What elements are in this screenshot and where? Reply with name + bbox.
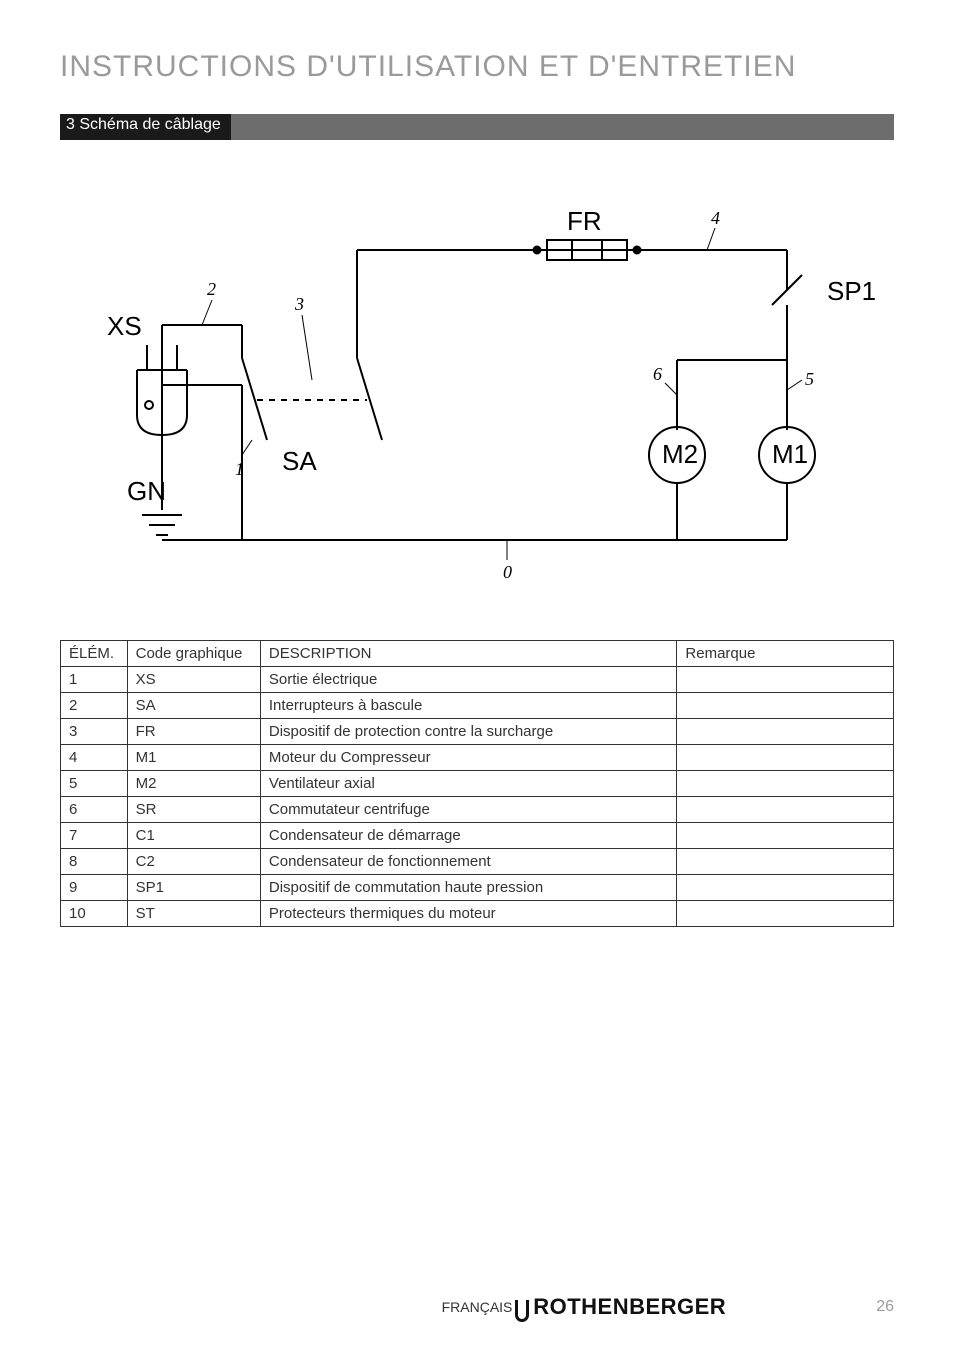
col-header-remark: Remarque xyxy=(677,641,894,667)
cell-elem: 1 xyxy=(61,667,128,693)
diagram-label-sp1: SP1 xyxy=(827,276,876,306)
cell-code: C2 xyxy=(127,849,260,875)
cell-remark xyxy=(677,797,894,823)
table-row: 7C1Condensateur de démarrage xyxy=(61,823,894,849)
cell-remark xyxy=(677,745,894,771)
diagram-ref-6: 6 xyxy=(653,364,662,384)
cell-code: SP1 xyxy=(127,875,260,901)
cell-elem: 10 xyxy=(61,901,128,927)
cell-desc: Dispositif de commutation haute pression xyxy=(260,875,677,901)
cell-desc: Dispositif de protection contre la surch… xyxy=(260,719,677,745)
cell-remark xyxy=(677,849,894,875)
cell-code: C1 xyxy=(127,823,260,849)
cell-remark xyxy=(677,719,894,745)
diagram-label-sa: SA xyxy=(282,446,317,476)
cell-elem: 4 xyxy=(61,745,128,771)
cell-desc: Moteur du Compresseur xyxy=(260,745,677,771)
cell-desc: Condensateur de démarrage xyxy=(260,823,677,849)
brand-mark-icon xyxy=(515,1300,529,1322)
table-row: 5M2Ventilateur axial xyxy=(61,771,894,797)
cell-desc: Condensateur de fonctionnement xyxy=(260,849,677,875)
cell-code: ST xyxy=(127,901,260,927)
wiring-diagram: XS GN SA FR SP1 M2 M1 0 1 2 3 xyxy=(60,180,894,580)
page-title: INSTRUCTIONS D'UTILISATION ET D'ENTRETIE… xyxy=(60,50,894,84)
table-row: 2SAInterrupteurs à bascule xyxy=(61,693,894,719)
table-header-row: ÉLÉM. Code graphique DESCRIPTION Remarqu… xyxy=(61,641,894,667)
footer-language: FRANÇAIS xyxy=(442,1299,513,1315)
table-row: 10STProtecteurs thermiques du moteur xyxy=(61,901,894,927)
col-header-code: Code graphique xyxy=(127,641,260,667)
diagram-label-m1: M1 xyxy=(772,439,808,469)
cell-remark xyxy=(677,771,894,797)
footer-page-number: 26 xyxy=(876,1298,894,1316)
diagram-ref-3: 3 xyxy=(294,294,304,314)
cell-code: FR xyxy=(127,719,260,745)
diagram-ref-4: 4 xyxy=(711,208,720,228)
col-header-elem: ÉLÉM. xyxy=(61,641,128,667)
table-row: 9SP1Dispositif de commutation haute pres… xyxy=(61,875,894,901)
wiring-table: ÉLÉM. Code graphique DESCRIPTION Remarqu… xyxy=(60,640,894,927)
col-header-desc: DESCRIPTION xyxy=(260,641,677,667)
cell-code: SA xyxy=(127,693,260,719)
cell-elem: 3 xyxy=(61,719,128,745)
page-footer: FRANÇAIS ROTHENBERGER 26 xyxy=(0,1294,954,1320)
footer-brand-text: ROTHENBERGER xyxy=(533,1294,726,1320)
diagram-ref-2: 2 xyxy=(207,279,216,299)
cell-remark xyxy=(677,823,894,849)
cell-code: M1 xyxy=(127,745,260,771)
footer-brand-logo: ROTHENBERGER xyxy=(515,1294,726,1320)
cell-desc: Sortie électrique xyxy=(260,667,677,693)
section-heading-bar: 3 Schéma de câblage xyxy=(60,114,894,140)
cell-remark xyxy=(677,667,894,693)
table-row: 4M1Moteur du Compresseur xyxy=(61,745,894,771)
cell-code: SR xyxy=(127,797,260,823)
table-row: 8C2Condensateur de fonctionnement xyxy=(61,849,894,875)
diagram-ref-1: 1 xyxy=(235,459,244,479)
diagram-label-fr: FR xyxy=(567,206,602,236)
cell-remark xyxy=(677,901,894,927)
diagram-ref-0: 0 xyxy=(503,562,512,580)
diagram-label-gn: GN xyxy=(127,476,166,506)
cell-remark xyxy=(677,693,894,719)
cell-elem: 9 xyxy=(61,875,128,901)
table-row: 3FRDispositif de protection contre la su… xyxy=(61,719,894,745)
cell-remark xyxy=(677,875,894,901)
cell-desc: Protecteurs thermiques du moteur xyxy=(260,901,677,927)
cell-elem: 7 xyxy=(61,823,128,849)
cell-elem: 2 xyxy=(61,693,128,719)
table-row: 1XSSortie électrique xyxy=(61,667,894,693)
table-row: 6SRCommutateur centrifuge xyxy=(61,797,894,823)
section-heading-label: 3 Schéma de câblage xyxy=(60,114,231,140)
diagram-label-m2: M2 xyxy=(662,439,698,469)
cell-desc: Interrupteurs à bascule xyxy=(260,693,677,719)
cell-desc: Ventilateur axial xyxy=(260,771,677,797)
cell-elem: 5 xyxy=(61,771,128,797)
diagram-ref-5: 5 xyxy=(805,369,814,389)
cell-elem: 6 xyxy=(61,797,128,823)
cell-desc: Commutateur centrifuge xyxy=(260,797,677,823)
diagram-label-xs: XS xyxy=(107,311,142,341)
cell-code: XS xyxy=(127,667,260,693)
cell-elem: 8 xyxy=(61,849,128,875)
cell-code: M2 xyxy=(127,771,260,797)
